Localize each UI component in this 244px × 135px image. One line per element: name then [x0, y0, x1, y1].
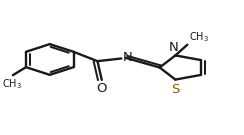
Text: N: N — [169, 41, 178, 54]
Text: S: S — [171, 83, 180, 96]
Text: CH$_3$: CH$_3$ — [2, 77, 22, 91]
Text: N: N — [122, 51, 132, 64]
Text: CH$_3$: CH$_3$ — [189, 30, 209, 44]
Text: O: O — [96, 82, 107, 95]
